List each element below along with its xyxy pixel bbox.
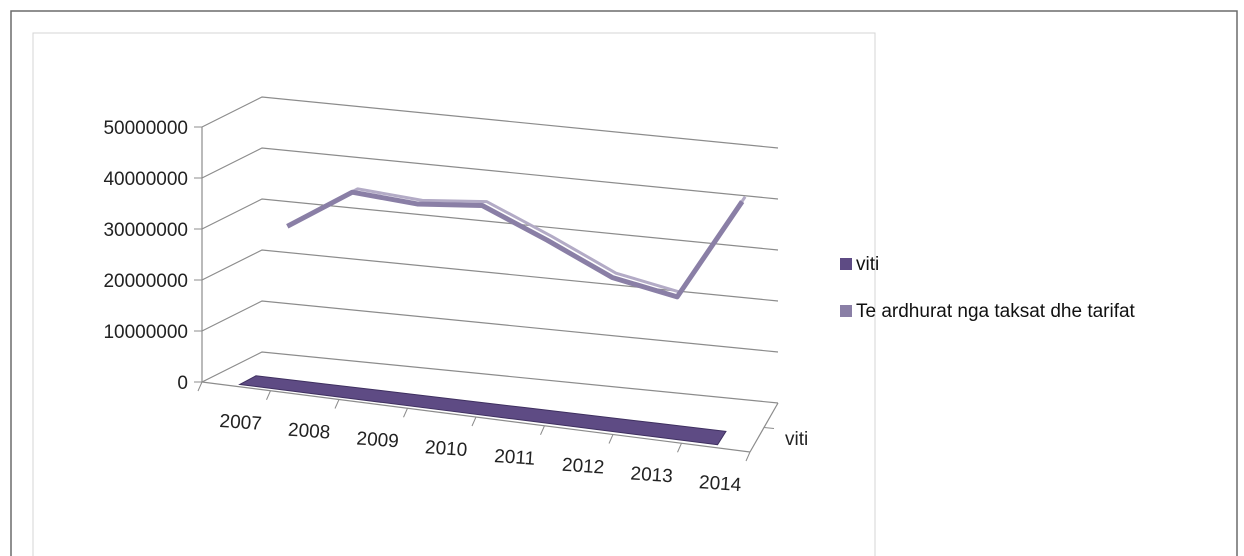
chart-area-border [32, 32, 876, 556]
y-tick-label-1: 10000000 [103, 322, 188, 343]
legend-label-te-ardhurat: Te ardhurat nga taksat dhe tarifat [856, 301, 1136, 322]
x-tick-mark-4 [471, 416, 477, 427]
legend-label-viti: viti [856, 254, 879, 275]
x-tick-label-4: 2011 [494, 446, 536, 470]
y-tick-label-4: 40000000 [103, 169, 188, 190]
x-tick-mark-3 [403, 408, 408, 418]
series-te-ardhurat-line [286, 189, 745, 300]
x-tick-mark-1 [266, 390, 271, 400]
y-tick-label-3: 30000000 [103, 220, 188, 241]
legend: viti Te ardhurat nga taksat dhe tarifat [840, 254, 1136, 322]
x-tick-mark-2 [334, 399, 340, 409]
x-tick-label-6: 2013 [630, 463, 674, 487]
depth-axis-label: viti [785, 429, 808, 450]
x-tick-label-7: 2014 [698, 472, 742, 496]
gridlines [194, 96, 779, 404]
x-tick-label-3: 2010 [424, 437, 468, 461]
series-te-ardhurat-line-top [292, 187, 747, 294]
legend-swatch-te-ardhurat [840, 305, 852, 317]
gridline-5 [201, 96, 779, 149]
x-tick-mark-0 [197, 381, 203, 392]
series-marks [238, 187, 747, 446]
legend-swatch-viti [840, 258, 852, 270]
x-tick-mark-6 [608, 434, 614, 444]
gridline-4 [201, 147, 779, 200]
x-tick-label-5: 2012 [561, 455, 605, 479]
gridline-2 [201, 249, 779, 302]
x-tick-label-0: 2007 [219, 411, 263, 435]
y-tick-label-0: 0 [177, 373, 188, 394]
y-tick-label-5: 50000000 [103, 118, 188, 139]
x-tick-mark-8 [745, 451, 751, 462]
x-tick-mark-5 [540, 425, 545, 435]
chart-walls [197, 127, 779, 462]
x-axis-tick-labels: 2007 2008 2009 2010 2011 2012 2013 2014 [219, 411, 743, 496]
gridline-1 [201, 300, 779, 353]
x-tick-label-2: 2009 [356, 428, 400, 452]
x-tick-label-1: 2008 [287, 420, 331, 444]
series-viti-ribbon [238, 375, 727, 446]
gridline-3 [201, 198, 779, 251]
y-tick-label-2: 20000000 [103, 271, 188, 292]
y-axis-tick-labels: 0 10000000 20000000 30000000 40000000 5000000… [103, 118, 188, 394]
x-tick-mark-7 [677, 443, 682, 453]
depth-tick-mark-0 [763, 427, 775, 429]
gridline-0 [201, 351, 779, 404]
